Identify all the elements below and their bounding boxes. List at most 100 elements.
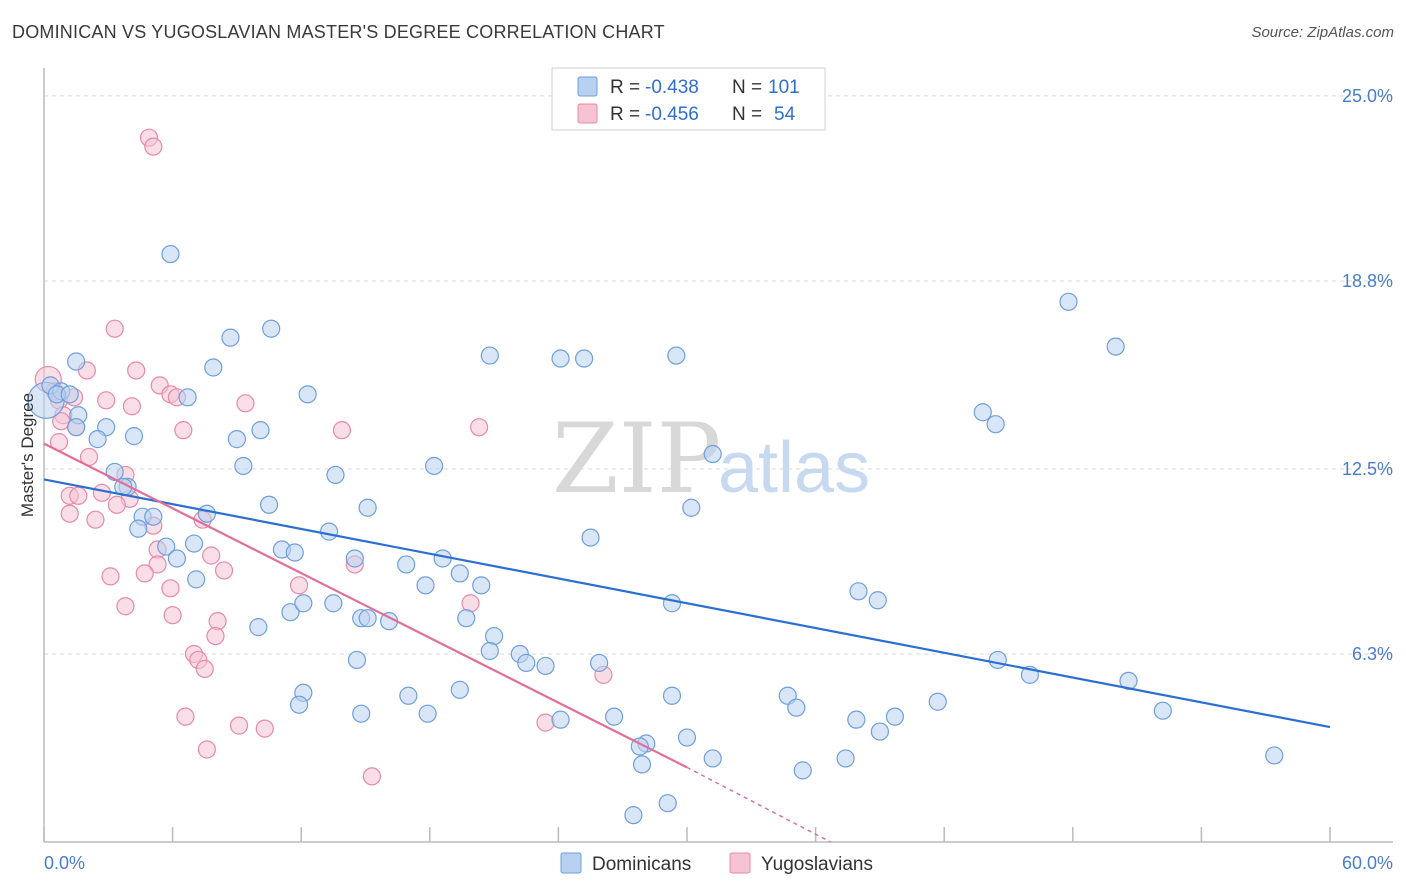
dominican-point-80 bbox=[836, 749, 855, 768]
series-swatch-dominicans bbox=[560, 852, 582, 874]
y-tick-labels: 6.3% 12.5% 18.8% 25.0% bbox=[1342, 86, 1393, 664]
correlation-legend: R = -0.438 N = 101 R = -0.456 N = 54 bbox=[551, 67, 826, 131]
yugoslavian-point-52 bbox=[229, 716, 249, 735]
yugoslavian-point-35 bbox=[202, 546, 221, 565]
chart-title: DOMINICAN VS YUGOSLAVIAN MASTER'S DEGREE… bbox=[12, 22, 665, 42]
watermark-atlas: atlas bbox=[718, 428, 870, 508]
dominican-point-55 bbox=[485, 626, 504, 646]
y-axis-title: Master's Degree bbox=[18, 393, 37, 517]
yugoslavian-point-16 bbox=[97, 391, 116, 410]
dominican-trend-line bbox=[43, 478, 1331, 729]
legend-swatch-blue bbox=[577, 76, 598, 97]
dominican-point-32 bbox=[345, 549, 364, 568]
dominican-point-43 bbox=[358, 609, 377, 628]
grid bbox=[44, 95, 1393, 655]
yugoslavian-point-8 bbox=[105, 319, 124, 338]
dominican-point-76 bbox=[703, 749, 722, 768]
dominican-points bbox=[27, 244, 1284, 825]
dominican-point-37 bbox=[187, 570, 206, 589]
dominican-point-27 bbox=[234, 456, 253, 476]
yugoslavian-point-26 bbox=[92, 483, 111, 502]
dominican-point-54 bbox=[457, 609, 476, 628]
dominican-point-5 bbox=[60, 385, 79, 404]
dominican-point-40 bbox=[294, 594, 313, 613]
yugoslavian-point-54 bbox=[197, 740, 216, 759]
dominican-point-68 bbox=[399, 686, 418, 705]
yugoslavian-point-45 bbox=[208, 612, 227, 631]
dominican-point-96 bbox=[605, 707, 624, 726]
yugoslavian-trend-line bbox=[43, 442, 688, 769]
yugoslavian-point-19 bbox=[332, 421, 352, 440]
yugoslavian-point-25 bbox=[69, 486, 88, 505]
dominican-point-70 bbox=[667, 346, 686, 365]
dominican-point-13 bbox=[262, 319, 281, 338]
legend-n-label-pink: N = bbox=[732, 104, 762, 125]
dominican-point-98 bbox=[632, 755, 652, 774]
yugoslavian-point-42 bbox=[461, 594, 480, 613]
yugoslavian-point-18 bbox=[236, 394, 255, 413]
yugoslavian-point-46 bbox=[206, 626, 225, 646]
dominican-point-48 bbox=[352, 704, 371, 723]
dominican-point-41 bbox=[324, 594, 343, 613]
dominican-point-94 bbox=[1153, 701, 1172, 720]
yugoslavian-point-14 bbox=[144, 137, 163, 156]
dominican-point-14 bbox=[204, 358, 223, 377]
dominican-point-31 bbox=[358, 498, 377, 517]
dominican-point-35 bbox=[285, 543, 304, 562]
yugoslavian-point-10 bbox=[122, 397, 141, 416]
dominican-point-28 bbox=[259, 495, 279, 514]
yugoslavian-point-41 bbox=[289, 576, 309, 595]
dominican-point-22 bbox=[157, 537, 176, 556]
source-label: Source: ZipAtlas.com bbox=[1251, 24, 1394, 41]
dominican-point-84 bbox=[870, 722, 890, 741]
axes bbox=[43, 68, 1393, 843]
yugoslavian-point-44 bbox=[163, 606, 182, 625]
dominican-point-24 bbox=[197, 504, 216, 523]
dominican-point-71 bbox=[682, 498, 701, 517]
y-tick-label-3: 25.0% bbox=[1342, 86, 1393, 106]
yugoslavian-point-51 bbox=[176, 707, 195, 726]
dominican-point-62 bbox=[551, 349, 570, 368]
dominican-point-38 bbox=[249, 618, 268, 637]
dominican-point-63 bbox=[575, 349, 594, 368]
dominican-point-49 bbox=[397, 555, 416, 574]
legend-n-value-blue: 101 bbox=[768, 77, 800, 98]
dominican-point-12 bbox=[221, 328, 240, 347]
dominican-point-15 bbox=[178, 388, 197, 407]
dominican-point-60 bbox=[424, 456, 444, 476]
dominican-point-74 bbox=[703, 444, 722, 464]
dominican-point-91 bbox=[1059, 292, 1078, 311]
dominican-point-61 bbox=[480, 346, 499, 365]
dominican-point-25 bbox=[227, 430, 246, 449]
dominican-point-75 bbox=[677, 728, 697, 747]
dominican-point-87 bbox=[973, 403, 992, 422]
dominican-point-86 bbox=[928, 692, 947, 711]
dominican-point-72 bbox=[662, 594, 682, 613]
yugoslavian-point-34 bbox=[148, 555, 167, 574]
dominican-point-23 bbox=[184, 534, 204, 553]
dominican-point-56 bbox=[480, 641, 499, 661]
yugoslavian-point-55 bbox=[362, 767, 382, 786]
dominican-point-10 bbox=[124, 427, 144, 446]
yugoslavian-point-40 bbox=[161, 579, 180, 598]
dominican-point-36 bbox=[167, 549, 186, 568]
yugoslavian-point-36 bbox=[214, 561, 234, 580]
x-tick-label-max: 60.0% bbox=[1342, 853, 1393, 873]
series-label-dominicans: Dominicans bbox=[592, 854, 691, 875]
yugoslavian-point-49 bbox=[195, 659, 214, 679]
dominican-point-82 bbox=[868, 591, 887, 610]
dominican-point-64 bbox=[581, 528, 600, 547]
yugoslavian-point-28 bbox=[107, 495, 126, 514]
dominican-point-9 bbox=[88, 430, 107, 449]
yugoslavian-point-17 bbox=[174, 421, 193, 440]
series-legend: Dominicans Yugoslavians bbox=[560, 852, 873, 875]
dominican-point-88 bbox=[986, 415, 1005, 434]
dominican-point-16 bbox=[105, 462, 124, 482]
x-tick-label-min: 0.0% bbox=[44, 853, 85, 873]
yugoslavian-point-9 bbox=[127, 361, 146, 380]
dominican-point-29 bbox=[298, 385, 317, 404]
dominican-point-69 bbox=[418, 704, 437, 723]
yugoslavian-point-56 bbox=[536, 713, 555, 732]
dominican-point-53 bbox=[472, 576, 491, 595]
dominican-point-33 bbox=[319, 522, 339, 541]
